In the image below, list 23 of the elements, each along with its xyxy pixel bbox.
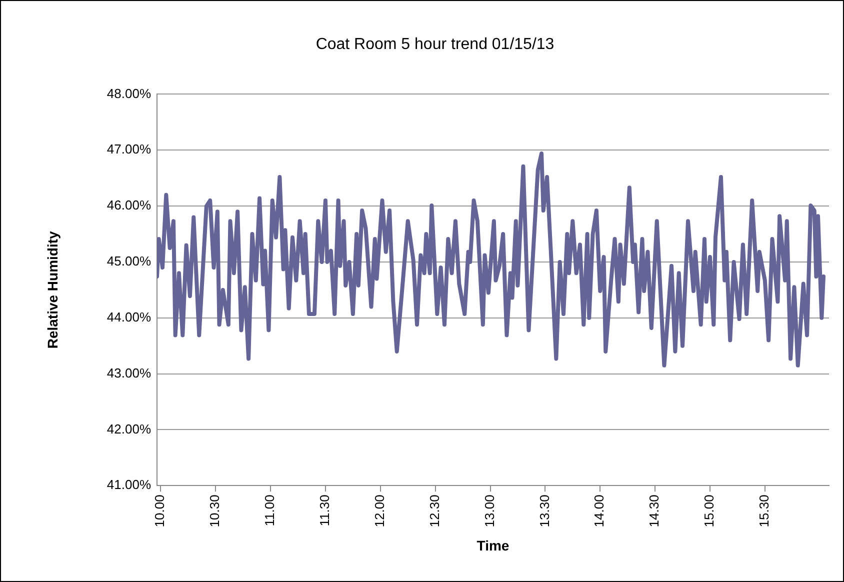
x-tick-label: 11.30: [317, 494, 332, 526]
y-tick-label: 42.00%: [106, 421, 152, 436]
x-axis-title: Time: [476, 537, 510, 554]
x-tick-label: 14.30: [646, 494, 662, 528]
y-tick-label: 48.00%: [106, 86, 152, 101]
x-tick-label: 11.00: [262, 494, 278, 526]
x-tick-label: 10.00: [152, 494, 168, 528]
y-tick-label: 45.00%: [106, 254, 152, 269]
y-tick-label: 46.00%: [106, 198, 152, 213]
x-tick-label: 12.00: [372, 494, 387, 528]
x-tick-label: 13.00: [482, 494, 497, 528]
y-tick-label: 47.00%: [106, 142, 152, 157]
x-tick-label: 10.30: [207, 494, 222, 528]
y-axis-title: Relative Humidity: [44, 230, 60, 349]
y-tick-label: 41.00%: [106, 477, 152, 492]
x-tick-label: 15.30: [756, 494, 772, 528]
y-tick-label: 43.00%: [106, 365, 152, 380]
x-tick-label: 13.30: [536, 494, 552, 528]
x-tick-label: 12.30: [426, 494, 442, 528]
x-tick-label: 14.00: [592, 494, 607, 528]
x-tick-label: 15.00: [702, 494, 717, 528]
y-tick-label: 44.00%: [106, 309, 152, 324]
chart-title: Coat Room 5 hour trend 01/15/13: [316, 36, 554, 54]
